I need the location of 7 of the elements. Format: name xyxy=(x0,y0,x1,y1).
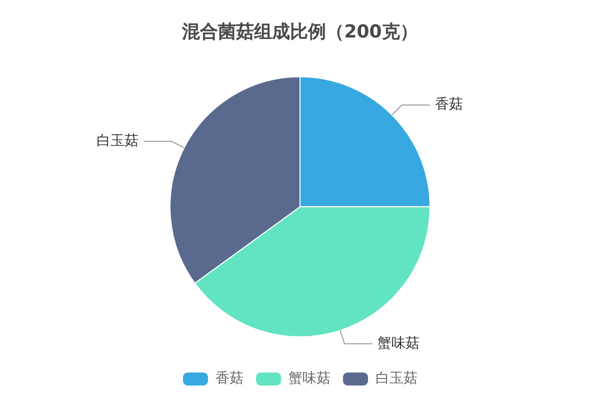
slice-label: 蟹味菇 xyxy=(378,335,420,352)
chart-title: 混合菌菇组成比例（200克） xyxy=(181,21,418,42)
legend-label: 白玉菇 xyxy=(376,370,418,387)
slice-label: 白玉菇 xyxy=(96,133,139,150)
slice-label: 香菇 xyxy=(434,96,463,113)
legend-label: 蟹味菇 xyxy=(288,370,330,387)
legend-label: 香菇 xyxy=(216,370,244,387)
